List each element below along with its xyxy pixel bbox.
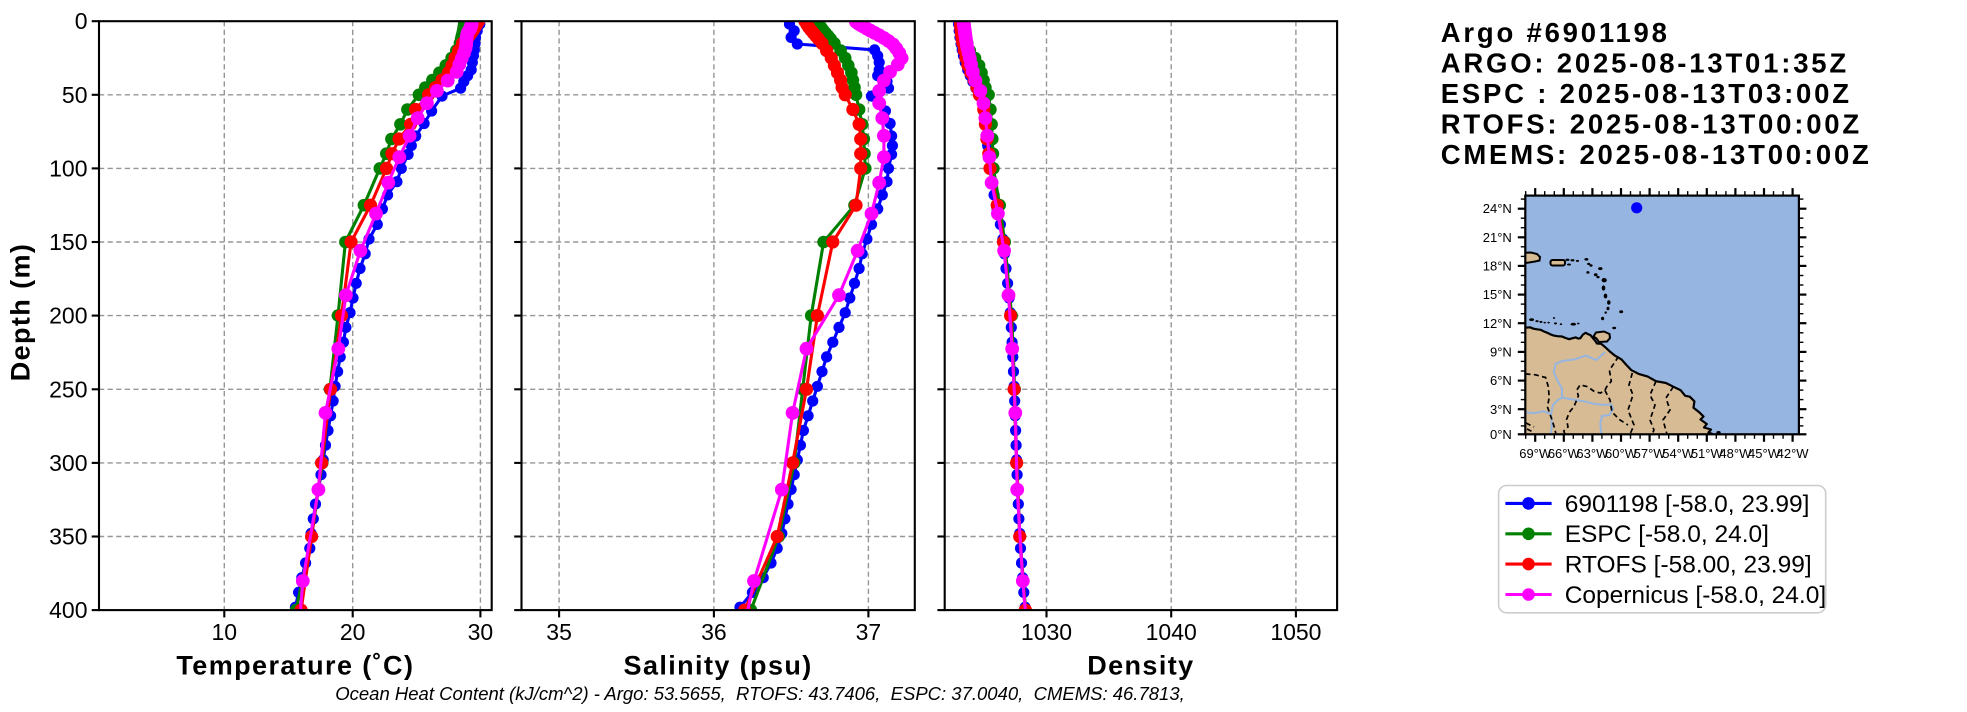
svg-text:ESPC [-58.0, 24.0]: ESPC [-58.0, 24.0]: [1565, 521, 1769, 548]
svg-text:66°W: 66°W: [1548, 446, 1581, 461]
svg-text:100: 100: [49, 155, 87, 181]
svg-text:400: 400: [49, 597, 87, 623]
svg-text:24°N: 24°N: [1483, 201, 1512, 216]
svg-text:51°W: 51°W: [1691, 446, 1724, 461]
svg-text:0°N: 0°N: [1490, 427, 1512, 442]
svg-text:9°N: 9°N: [1490, 345, 1512, 360]
svg-text:300: 300: [49, 450, 87, 476]
svg-text:42°W: 42°W: [1777, 446, 1810, 461]
svg-text:69°W: 69°W: [1519, 446, 1552, 461]
svg-text:10: 10: [212, 619, 238, 645]
svg-text:63°W: 63°W: [1576, 446, 1609, 461]
svg-text:12°N: 12°N: [1483, 316, 1512, 331]
svg-text:RTOFS [-58.00, 23.99]: RTOFS [-58.00, 23.99]: [1565, 552, 1812, 579]
svg-text:30: 30: [468, 619, 494, 645]
svg-text:Argo #6901198: Argo #6901198: [1441, 17, 1670, 48]
svg-text:21°N: 21°N: [1483, 230, 1512, 245]
svg-text:18°N: 18°N: [1483, 259, 1512, 274]
svg-text:60°W: 60°W: [1605, 446, 1638, 461]
svg-text:Salinity (psu): Salinity (psu): [624, 651, 813, 681]
svg-text:1050: 1050: [1270, 619, 1321, 645]
svg-text:50: 50: [62, 82, 88, 108]
svg-text:35: 35: [546, 619, 572, 645]
svg-text:200: 200: [49, 303, 87, 329]
svg-text:54°W: 54°W: [1662, 446, 1695, 461]
svg-text:48°W: 48°W: [1719, 446, 1752, 461]
svg-text:37: 37: [856, 619, 882, 645]
svg-text:350: 350: [49, 524, 87, 550]
svg-text:ARGO: 2025-08-13T01:35Z: ARGO: 2025-08-13T01:35Z: [1441, 48, 1849, 79]
svg-text:Density: Density: [1087, 651, 1194, 681]
svg-text:150: 150: [49, 229, 87, 255]
svg-text:0: 0: [75, 8, 88, 34]
svg-text:36: 36: [701, 619, 727, 645]
svg-text:RTOFS: 2025-08-13T00:00Z: RTOFS: 2025-08-13T00:00Z: [1441, 109, 1862, 140]
svg-text:Depth (m): Depth (m): [6, 243, 36, 382]
svg-text:45°W: 45°W: [1748, 446, 1781, 461]
svg-text:20: 20: [340, 619, 366, 645]
svg-text:1030: 1030: [1021, 619, 1072, 645]
svg-text:ESPC : 2025-08-13T03:00Z: ESPC : 2025-08-13T03:00Z: [1441, 78, 1852, 109]
svg-text:Copernicus [-58.0, 24.0]: Copernicus [-58.0, 24.0]: [1565, 582, 1827, 609]
svg-text:Ocean Heat Content (kJ/cm^2) -: Ocean Heat Content (kJ/cm^2) - Argo: 53.…: [335, 683, 1185, 704]
svg-text:15°N: 15°N: [1483, 287, 1512, 302]
svg-text:3°N: 3°N: [1490, 402, 1512, 417]
svg-text:250: 250: [49, 376, 87, 402]
svg-text:1040: 1040: [1146, 619, 1197, 645]
svg-text:57°W: 57°W: [1634, 446, 1667, 461]
svg-text:Temperature (˚C): Temperature (˚C): [176, 651, 414, 681]
svg-text:6901198 [-58.0, 23.99]: 6901198 [-58.0, 23.99]: [1565, 491, 1810, 518]
svg-text:CMEMS: 2025-08-13T00:00Z: CMEMS: 2025-08-13T00:00Z: [1441, 139, 1872, 170]
svg-text:6°N: 6°N: [1490, 373, 1512, 388]
